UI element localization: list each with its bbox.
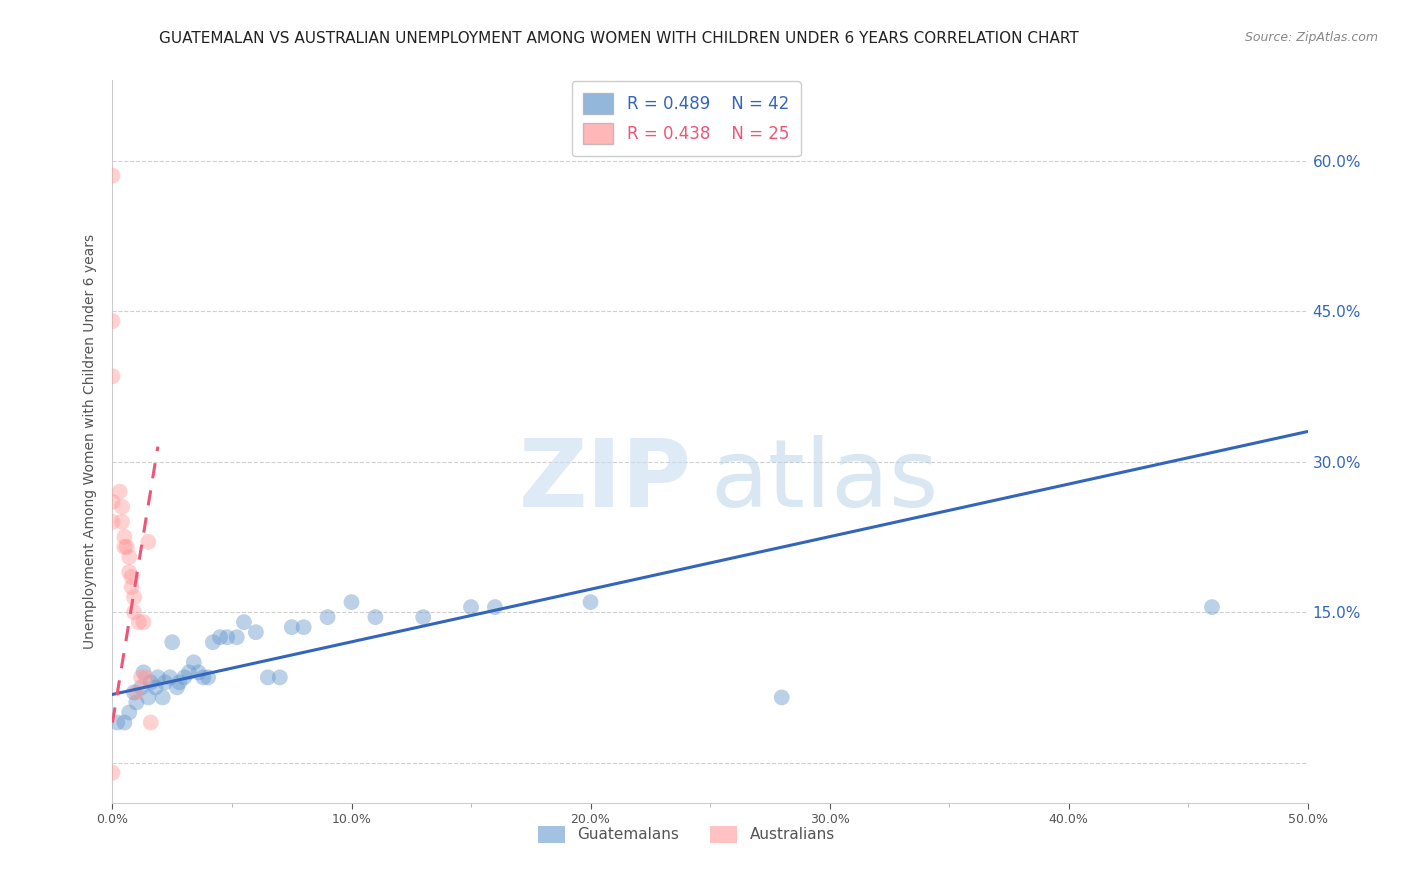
Point (105, 715, 128, 730)
Point (145, 681, 167, 695)
Point (460, 600, 482, 615)
Point (1201, 600, 1223, 615)
Point (111, 515, 134, 529)
Point (101, 369, 124, 384)
Legend: Guatemalans, Australians: Guatemalans, Australians (531, 820, 841, 849)
Point (225, 630, 247, 644)
Point (101, 765, 124, 780)
Point (118, 565, 141, 579)
Point (183, 655, 205, 669)
Text: GUATEMALAN VS AUSTRALIAN UNEMPLOYMENT AMONG WOMEN WITH CHILDREN UNDER 6 YEARS CO: GUATEMALAN VS AUSTRALIAN UNEMPLOYMENT AM… (159, 31, 1078, 46)
Point (159, 670, 181, 684)
Point (128, 615, 150, 630)
Point (111, 500, 134, 514)
Point (187, 665, 209, 680)
Text: atlas: atlas (710, 435, 938, 527)
Point (233, 615, 256, 630)
Point (129, 681, 152, 695)
Point (115, 540, 138, 554)
Point (166, 681, 188, 695)
Point (152, 690, 174, 705)
Point (114, 540, 135, 554)
Point (209, 630, 232, 644)
Point (281, 620, 304, 634)
Point (121, 570, 143, 584)
Point (139, 715, 162, 730)
Y-axis label: Unemployment Among Women with Children Under 6 years: Unemployment Among Women with Children U… (83, 234, 97, 649)
Text: Source: ZipAtlas.com: Source: ZipAtlas.com (1244, 31, 1378, 45)
Point (122, 685, 145, 699)
Point (138, 535, 160, 549)
Point (101, 515, 124, 529)
Point (484, 600, 506, 615)
Point (177, 665, 200, 680)
Point (101, 169, 124, 183)
Point (118, 549, 141, 564)
Point (201, 635, 224, 649)
Point (292, 620, 315, 634)
Point (135, 670, 157, 684)
Point (412, 610, 434, 624)
Point (340, 595, 363, 609)
Point (770, 690, 793, 705)
Point (101, 494, 124, 508)
Point (139, 675, 162, 690)
Point (197, 670, 219, 684)
Point (125, 685, 148, 699)
Point (101, 314, 124, 328)
Point (138, 690, 160, 705)
Point (269, 670, 291, 684)
Point (122, 605, 145, 619)
Point (217, 630, 239, 644)
Point (162, 635, 183, 649)
Point (118, 706, 141, 720)
Point (257, 670, 280, 684)
Point (122, 590, 145, 604)
Point (146, 670, 169, 684)
Point (132, 665, 155, 680)
Point (114, 715, 135, 730)
Point (173, 670, 195, 684)
Point (108, 484, 131, 499)
Point (316, 610, 339, 624)
Point (121, 580, 143, 594)
Point (129, 670, 152, 684)
Point (169, 675, 191, 690)
Point (364, 610, 387, 624)
Point (132, 615, 155, 630)
Point (245, 625, 267, 640)
Point (193, 670, 215, 684)
Point (125, 696, 148, 710)
Point (579, 595, 602, 609)
Text: ZIP: ZIP (519, 435, 692, 527)
Point (114, 530, 135, 544)
Point (153, 675, 176, 690)
